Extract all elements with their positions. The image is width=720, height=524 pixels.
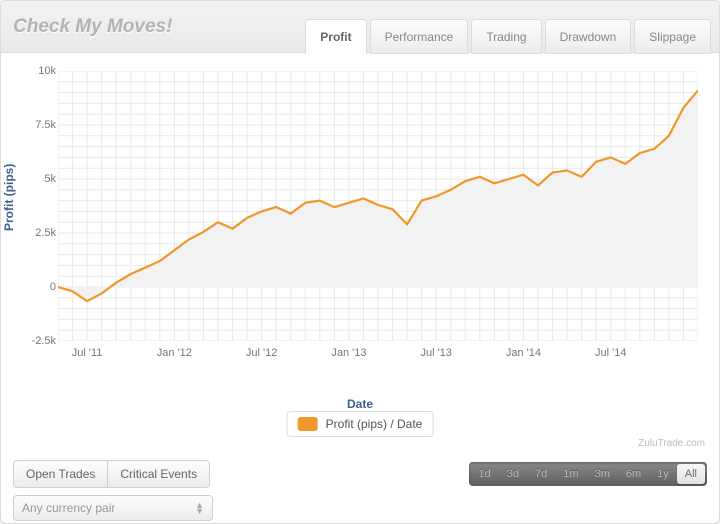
y-axis-title: Profit (pips) <box>2 164 16 231</box>
panel-title: Check My Moves! <box>13 16 172 38</box>
x-tick-label: Jan '12 <box>157 347 192 359</box>
x-tick-label: Jan '13 <box>331 347 366 359</box>
tab-slippage[interactable]: Slippage <box>634 19 711 54</box>
tabs: ProfitPerformanceTradingDrawdownSlippage <box>302 18 711 53</box>
range-1y[interactable]: 1y <box>649 464 677 484</box>
x-axis-title: Date <box>347 397 373 411</box>
range-all[interactable]: All <box>677 464 705 484</box>
time-range-selector: 1d3d7d1m3m6m1yAll <box>469 462 707 486</box>
y-tick-label: -2.5k <box>16 335 56 347</box>
y-tick-label: 7.5k <box>16 119 56 131</box>
legend-swatch <box>298 417 318 431</box>
tab-trading[interactable]: Trading <box>471 19 541 54</box>
legend-label: Profit (pips) / Date <box>326 417 423 431</box>
x-tick-label: Jul '13 <box>420 347 451 359</box>
y-tick-label: 0 <box>16 281 56 293</box>
panel-footer: Open TradesCritical Events 1d3d7d1m3m6m1… <box>1 453 719 523</box>
x-tick-label: Jul '11 <box>72 347 103 359</box>
x-tick-label: Jul '14 <box>595 347 626 359</box>
dropdown-placeholder: Any currency pair <box>22 501 115 515</box>
trading-panel: Check My Moves! ProfitPerformanceTrading… <box>0 0 720 524</box>
x-tick-label: Jan '14 <box>506 347 541 359</box>
range-3m[interactable]: 3m <box>587 464 618 484</box>
attribution-text: ZuluTrade.com <box>638 438 705 449</box>
open-trades-button[interactable]: Open Trades <box>13 460 108 488</box>
x-tick-label: Jul '12 <box>246 347 277 359</box>
panel-header: Check My Moves! ProfitPerformanceTrading… <box>1 1 719 53</box>
chart-legend: Profit (pips) / Date <box>287 411 434 437</box>
range-7d[interactable]: 7d <box>527 464 555 484</box>
tab-performance[interactable]: Performance <box>370 19 469 54</box>
y-tick-label: 10k <box>16 65 56 77</box>
range-1m[interactable]: 1m <box>555 464 586 484</box>
y-tick-label: 5k <box>16 173 56 185</box>
updown-icon: ▲▼ <box>195 502 204 514</box>
range-3d[interactable]: 3d <box>499 464 527 484</box>
critical-events-button[interactable]: Critical Events <box>108 460 210 488</box>
y-tick-label: 2.5k <box>16 227 56 239</box>
currency-pair-dropdown[interactable]: Any currency pair ▲▼ <box>13 495 213 521</box>
tab-drawdown[interactable]: Drawdown <box>545 19 632 54</box>
chart-plot-area[interactable] <box>58 71 698 341</box>
profit-chart: Profit (pips) Date -2.5k02.5k5k7.5k10k J… <box>10 61 710 431</box>
tab-profit[interactable]: Profit <box>305 19 366 54</box>
range-1d[interactable]: 1d <box>471 464 499 484</box>
range-6m[interactable]: 6m <box>618 464 649 484</box>
footer-button-group: Open TradesCritical Events <box>13 460 210 488</box>
